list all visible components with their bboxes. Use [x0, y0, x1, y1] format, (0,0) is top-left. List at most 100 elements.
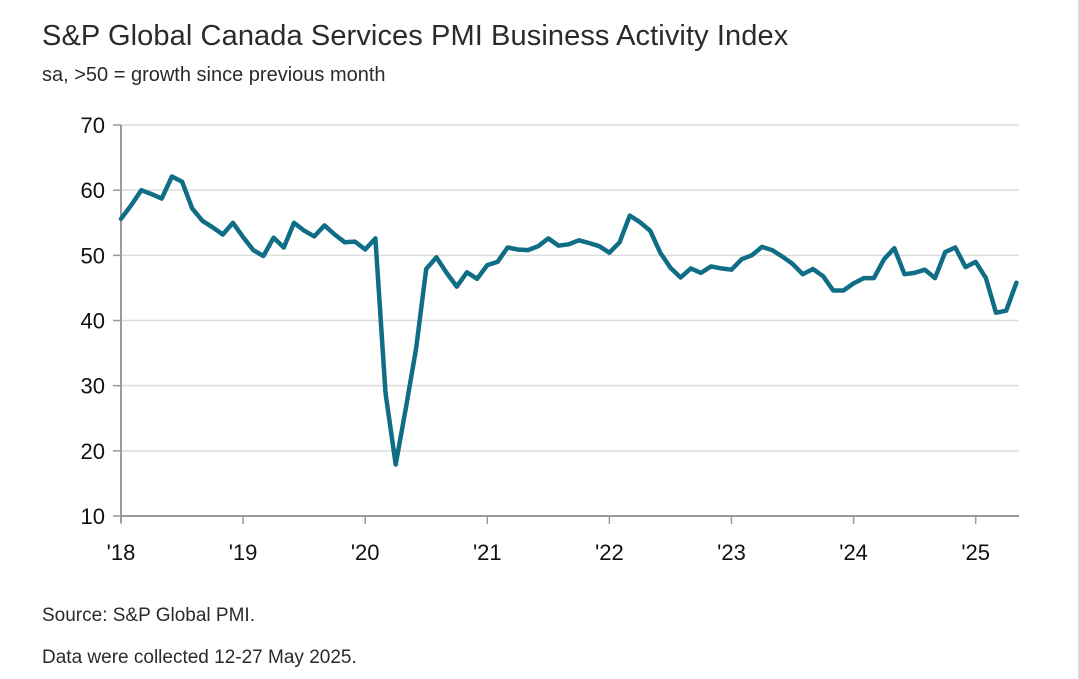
data-point [200, 219, 204, 223]
series-layer [118, 174, 1019, 467]
series-line [118, 174, 1019, 467]
data-point [678, 275, 682, 279]
data-point [1004, 309, 1008, 313]
gridlines [121, 124, 1019, 452]
data-point [516, 247, 520, 251]
data-point [312, 234, 316, 238]
data-point [129, 203, 133, 207]
y-tick-label: 10 [81, 504, 105, 529]
x-tick-label: '21 [473, 540, 502, 565]
data-point [394, 462, 398, 466]
data-point [465, 270, 469, 274]
data-point [760, 245, 764, 249]
data-point [831, 288, 835, 292]
data-point [1014, 281, 1018, 285]
data-point [546, 236, 550, 240]
data-point [719, 266, 723, 270]
data-point [699, 271, 703, 275]
data-point [943, 250, 947, 254]
data-point [912, 271, 916, 275]
data-point [455, 284, 459, 288]
data-point [628, 213, 632, 217]
data-point [811, 267, 815, 271]
data-point [119, 217, 123, 221]
data-point [790, 262, 794, 266]
x-tick-label: '18 [107, 540, 136, 565]
data-point [149, 192, 153, 196]
data-point [892, 246, 896, 250]
data-point [414, 346, 418, 350]
data-point [526, 248, 530, 252]
data-point [882, 257, 886, 261]
data-point [648, 228, 652, 232]
data-point [343, 240, 347, 244]
data-point [984, 276, 988, 280]
data-point [251, 248, 255, 252]
data-point [668, 266, 672, 270]
data-point [577, 238, 581, 242]
data-point [444, 271, 448, 275]
data-point [160, 196, 164, 200]
data-point [495, 260, 499, 264]
data-point [780, 254, 784, 258]
data-point [933, 276, 937, 280]
data-point [872, 276, 876, 280]
data-point [333, 232, 337, 236]
x-axis: '18 '19 '20 '21 '22 '23 '24 '25 [107, 515, 1019, 565]
data-point [404, 406, 408, 410]
data-point [841, 288, 845, 292]
x-tick-label: '25 [961, 540, 990, 565]
data-point [383, 391, 387, 395]
data-point [556, 243, 560, 247]
data-point [750, 253, 754, 257]
y-tick-label: 70 [81, 113, 105, 138]
data-point [994, 311, 998, 315]
collection-note: Data were collected 12-27 May 2025. [42, 647, 357, 668]
data-point [434, 255, 438, 259]
x-tick-label: '20 [351, 540, 380, 565]
y-tick-label: 40 [81, 309, 105, 334]
data-point [241, 235, 245, 239]
data-point [292, 221, 296, 225]
data-point [536, 244, 540, 248]
data-point [271, 236, 275, 240]
x-tick-label: '23 [717, 540, 746, 565]
data-point [139, 188, 143, 192]
data-point [587, 241, 591, 245]
chart-title: S&P Global Canada Services PMI Business … [42, 20, 789, 52]
data-point [638, 220, 642, 224]
data-point [221, 232, 225, 236]
data-point [282, 245, 286, 249]
data-point [821, 274, 825, 278]
x-tick-label: '24 [839, 540, 868, 565]
data-point [373, 236, 377, 240]
data-point [801, 272, 805, 276]
data-point [210, 225, 214, 229]
data-point [231, 221, 235, 225]
data-point [261, 254, 265, 258]
line-chart: 10 20 30 40 50 60 70 '18 '19 '20 '21 '22 '23 '24 '25 [81, 113, 1019, 565]
data-point [597, 244, 601, 248]
data-point [475, 277, 479, 281]
data-point [505, 245, 509, 249]
x-tick-label: '22 [595, 540, 624, 565]
chart-subtitle: sa, >50 = growth since previous month [42, 64, 386, 86]
x-tick-label: '19 [229, 540, 258, 565]
data-point [424, 267, 428, 271]
data-point [974, 260, 978, 264]
source-note: Source: S&P Global PMI. [42, 605, 255, 626]
data-point [862, 276, 866, 280]
y-tick-label: 30 [81, 374, 105, 399]
data-point [770, 248, 774, 252]
data-point [170, 174, 174, 178]
right-border [1078, 0, 1080, 679]
data-point [851, 281, 855, 285]
y-axis: 10 20 30 40 50 60 70 [81, 113, 122, 529]
data-point [363, 247, 367, 251]
data-point [923, 268, 927, 272]
data-point [617, 240, 621, 244]
data-point [953, 245, 957, 249]
data-point [302, 228, 306, 232]
data-point [729, 268, 733, 272]
data-point [353, 239, 357, 243]
